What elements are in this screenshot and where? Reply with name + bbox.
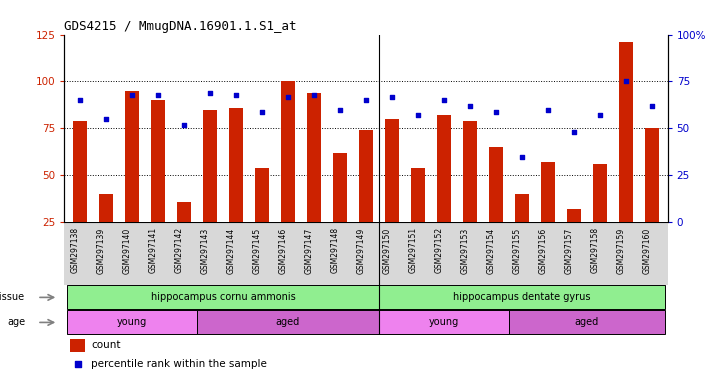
Text: GSM297144: GSM297144 xyxy=(227,227,236,273)
Bar xyxy=(437,115,451,222)
Point xyxy=(178,122,190,128)
Text: count: count xyxy=(91,341,121,351)
Bar xyxy=(307,93,321,222)
Text: hippocampus cornu ammonis: hippocampus cornu ammonis xyxy=(151,292,296,302)
Bar xyxy=(228,108,243,222)
Text: GSM297146: GSM297146 xyxy=(279,227,288,273)
Bar xyxy=(99,194,113,222)
Bar xyxy=(203,110,217,222)
Point xyxy=(282,93,293,99)
Point xyxy=(230,91,241,98)
Bar xyxy=(379,310,509,334)
Point xyxy=(491,108,502,114)
Bar xyxy=(411,168,425,222)
Text: GSM297158: GSM297158 xyxy=(591,227,600,273)
Point xyxy=(100,116,111,122)
Point xyxy=(620,78,632,84)
Bar xyxy=(333,153,347,222)
Bar xyxy=(515,194,529,222)
Text: aged: aged xyxy=(575,318,599,328)
Text: GSM297156: GSM297156 xyxy=(539,227,548,273)
Text: GDS4215 / MmugDNA.16901.1.S1_at: GDS4215 / MmugDNA.16901.1.S1_at xyxy=(64,20,297,33)
Text: GSM297140: GSM297140 xyxy=(123,227,132,273)
Text: age: age xyxy=(7,318,25,328)
Text: GSM297138: GSM297138 xyxy=(71,227,80,273)
Point xyxy=(152,91,164,98)
Point xyxy=(594,112,605,118)
Point xyxy=(204,90,216,96)
Text: young: young xyxy=(429,318,459,328)
Bar xyxy=(177,202,191,222)
Point xyxy=(308,91,320,98)
Bar xyxy=(645,128,659,222)
Bar xyxy=(67,285,379,310)
Text: aged: aged xyxy=(276,318,300,328)
Text: hippocampus dentate gyrus: hippocampus dentate gyrus xyxy=(453,292,590,302)
Point xyxy=(464,103,476,109)
Text: GSM297145: GSM297145 xyxy=(253,227,262,273)
Point xyxy=(386,93,398,99)
Bar xyxy=(385,119,399,222)
Bar xyxy=(67,310,197,334)
Point xyxy=(74,97,86,103)
Point xyxy=(568,129,580,135)
Bar xyxy=(125,91,139,222)
Bar xyxy=(379,285,665,310)
Bar xyxy=(358,130,373,222)
Bar xyxy=(255,168,269,222)
Point xyxy=(334,107,346,113)
Bar xyxy=(489,147,503,222)
Point xyxy=(256,108,268,114)
Text: GSM297153: GSM297153 xyxy=(461,227,470,273)
Text: young: young xyxy=(117,318,147,328)
Text: GSM297148: GSM297148 xyxy=(331,227,340,273)
Text: GSM297141: GSM297141 xyxy=(149,227,158,273)
Text: GSM297152: GSM297152 xyxy=(435,227,444,273)
Bar xyxy=(281,81,295,222)
Text: tissue: tissue xyxy=(0,292,25,302)
Text: GSM297159: GSM297159 xyxy=(617,227,626,273)
Text: GSM297150: GSM297150 xyxy=(383,227,392,273)
Bar xyxy=(540,162,555,222)
Text: GSM297149: GSM297149 xyxy=(357,227,366,273)
Bar xyxy=(151,100,165,222)
Bar xyxy=(70,339,86,352)
Point xyxy=(646,103,658,109)
Text: percentile rank within the sample: percentile rank within the sample xyxy=(91,359,267,369)
Point xyxy=(126,91,138,98)
Text: GSM297154: GSM297154 xyxy=(487,227,496,273)
Point xyxy=(72,361,84,367)
Bar xyxy=(619,42,633,222)
Bar xyxy=(73,121,87,222)
Bar xyxy=(593,164,607,222)
Text: GSM297151: GSM297151 xyxy=(409,227,418,273)
Bar xyxy=(197,310,379,334)
Text: GSM297142: GSM297142 xyxy=(175,227,184,273)
Bar xyxy=(509,310,665,334)
Text: GSM297139: GSM297139 xyxy=(97,227,106,273)
Point xyxy=(516,154,528,160)
Bar xyxy=(463,121,477,222)
Point xyxy=(542,107,553,113)
Point xyxy=(412,112,423,118)
Text: GSM297143: GSM297143 xyxy=(201,227,210,273)
Text: GSM297160: GSM297160 xyxy=(643,227,652,273)
Point xyxy=(438,97,450,103)
Text: GSM297157: GSM297157 xyxy=(565,227,574,273)
Text: GSM297147: GSM297147 xyxy=(305,227,314,273)
Bar xyxy=(567,209,581,222)
Text: GSM297155: GSM297155 xyxy=(513,227,522,273)
Point xyxy=(360,97,371,103)
